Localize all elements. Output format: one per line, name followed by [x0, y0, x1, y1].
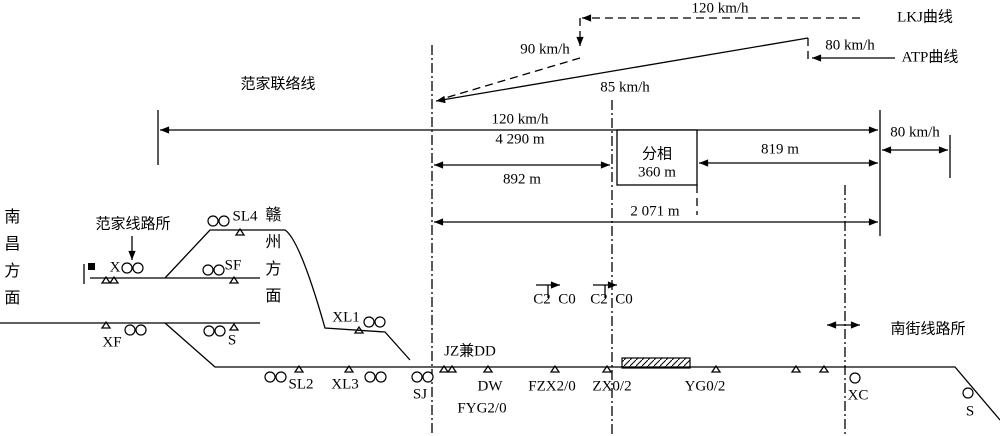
label: ZX0/2 — [592, 378, 631, 394]
label: 4 290 m — [495, 131, 545, 147]
label: XL3 — [331, 376, 359, 392]
label: YG0/2 — [685, 378, 726, 394]
label: XF — [102, 334, 121, 350]
label: 南昌方面 — [1, 208, 20, 316]
label: 范家线路所 — [95, 215, 170, 232]
label: 赣州方面 — [262, 206, 281, 314]
label: C2 — [533, 291, 551, 307]
label: 85 km/h — [600, 79, 650, 95]
label: 80 km/h — [825, 37, 875, 53]
label: C2 — [590, 291, 608, 307]
label: 892 m — [503, 171, 541, 187]
label: 南街线路所 — [890, 320, 965, 337]
label: 120 km/h — [691, 0, 749, 16]
label: 分相 — [642, 145, 672, 162]
label: JZ兼DD — [444, 342, 496, 359]
label: 120 km/h — [491, 111, 549, 127]
label: XC — [848, 387, 869, 403]
label: C0 — [615, 291, 633, 307]
label: SJ — [413, 386, 427, 402]
label: 2 071 m — [630, 203, 680, 219]
label: 819 m — [761, 141, 799, 157]
label: LKJ曲线 — [897, 8, 953, 25]
label: SF — [225, 257, 242, 273]
label: SL4 — [232, 208, 258, 224]
label: 360 m — [638, 164, 676, 180]
label: 范家联络线 — [240, 75, 315, 92]
label: FYG2/0 — [457, 400, 506, 416]
label: SL2 — [288, 376, 313, 392]
layout — [0, 14, 1000, 436]
label: DW — [478, 378, 504, 394]
label: FZX2/0 — [528, 378, 576, 394]
label: X — [110, 259, 121, 275]
label: ATP曲线 — [902, 48, 959, 65]
label: S — [966, 403, 974, 419]
label: XL1 — [332, 309, 360, 325]
label: 90 km/h — [520, 41, 570, 57]
label: 80 km/h — [890, 124, 940, 140]
label: S — [228, 332, 236, 348]
label: C0 — [558, 291, 576, 307]
